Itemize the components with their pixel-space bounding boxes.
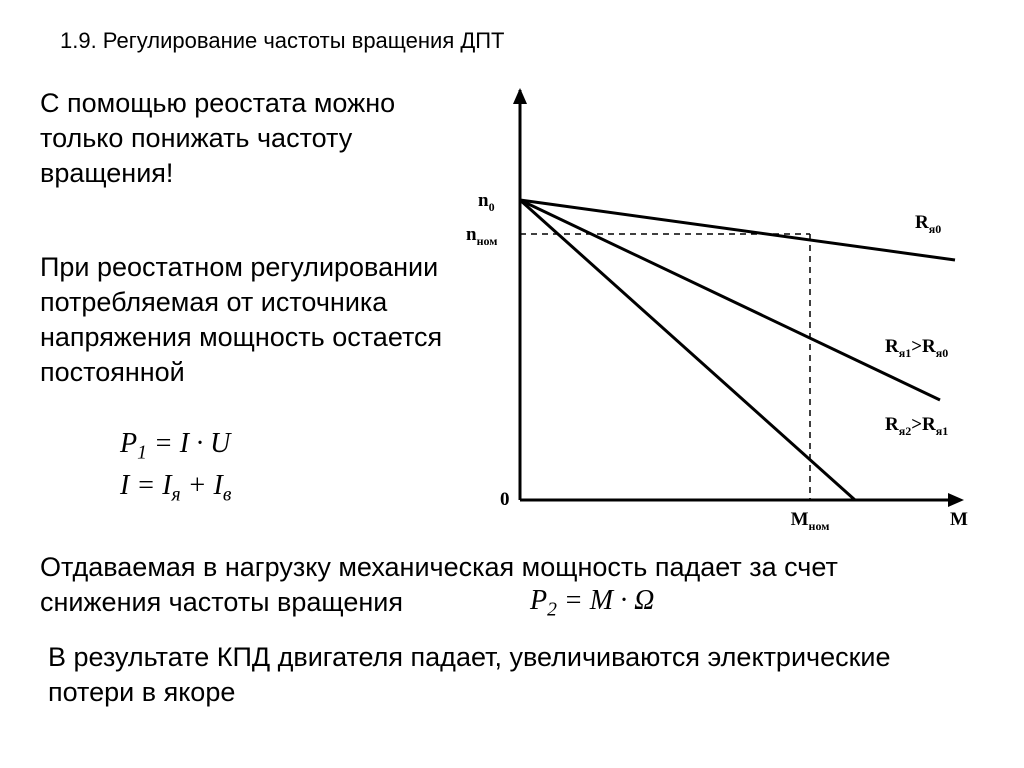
formula-i: I = Iя + Iв xyxy=(120,467,231,509)
svg-text:Rя1>Rя0: Rя1>Rя0 xyxy=(885,336,948,360)
formula-p1: P1 = I · U xyxy=(120,425,231,467)
svg-text:n0: n0 xyxy=(478,190,495,214)
paragraph-1: С помощью реостата можно только понижать… xyxy=(40,86,480,191)
svg-text:Rя0: Rя0 xyxy=(915,212,941,236)
chart: n0 nном 0 Mном M Rя0 Rя1>Rя0 Rя2>Rя1 xyxy=(460,80,1000,530)
formula-block: P1 = I · U I = Iя + Iв xyxy=(120,425,231,509)
formula-p2: P2 = M · Ω xyxy=(530,585,654,622)
svg-text:0: 0 xyxy=(500,489,510,510)
svg-text:M: M xyxy=(950,509,968,530)
page: 1.9. Регулирование частоты вращения ДПТ … xyxy=(0,0,1024,768)
paragraph-2: При реостатном регулировании потребляема… xyxy=(40,250,480,390)
chart-svg: n0 nном 0 Mном M Rя0 Rя1>Rя0 Rя2>Rя1 xyxy=(460,80,1000,530)
section-title: 1.9. Регулирование частоты вращения ДПТ xyxy=(60,28,505,54)
paragraph-4: В результате КПД двигателя падает, увели… xyxy=(48,640,968,710)
paragraph-3: Отдаваемая в нагрузку механическая мощно… xyxy=(40,550,960,620)
svg-text:Rя2>Rя1: Rя2>Rя1 xyxy=(885,414,948,438)
svg-text:Mном: Mном xyxy=(791,509,830,530)
svg-text:nном: nном xyxy=(466,224,497,248)
